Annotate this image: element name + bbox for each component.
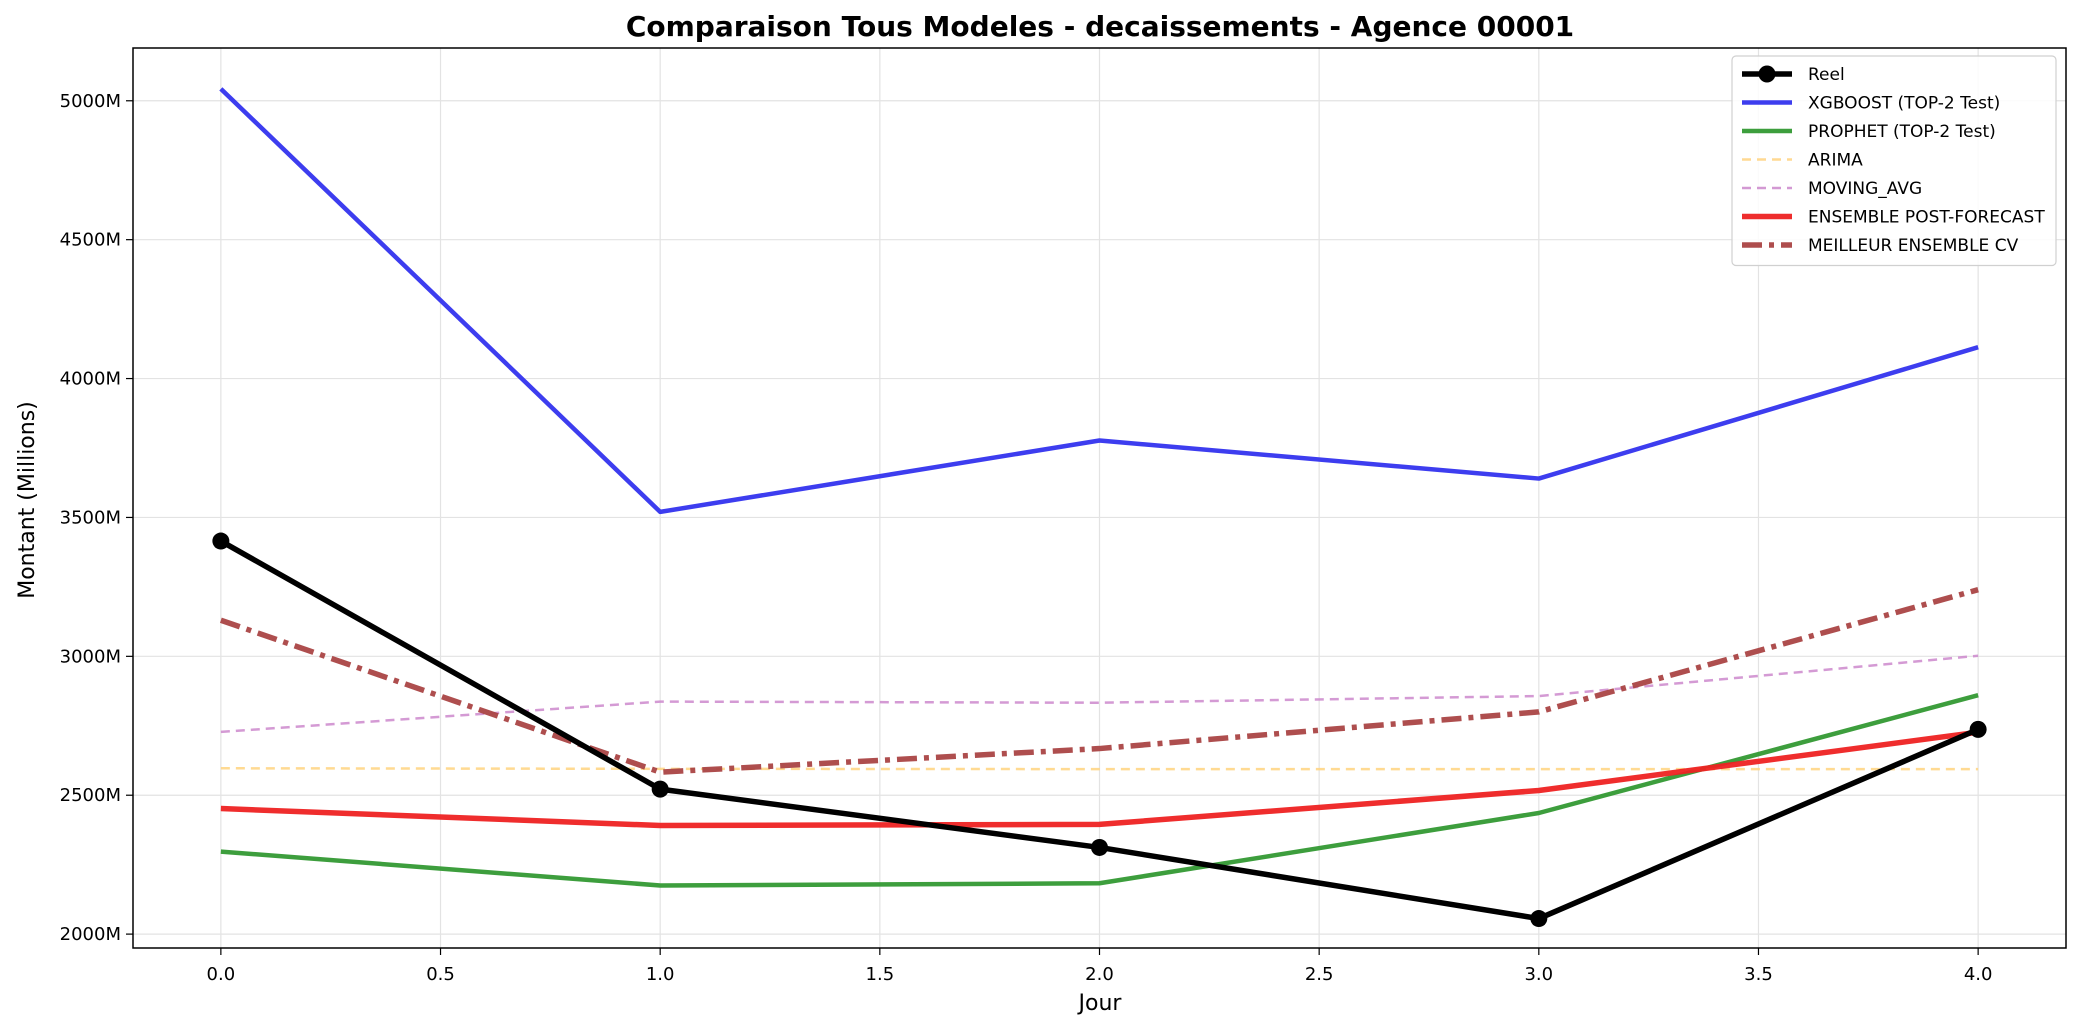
y-tick-label: 3000M xyxy=(60,646,121,667)
legend-label: ENSEMBLE POST-FORECAST xyxy=(1808,208,2045,228)
x-tick-label: 1.0 xyxy=(646,964,675,985)
x-tick-label: 3.5 xyxy=(1744,964,1773,985)
x-tick-label: 4.0 xyxy=(1964,964,1993,985)
reel-data-point xyxy=(1969,720,1987,738)
legend-label: MEILLEUR ENSEMBLE CV xyxy=(1808,236,2019,256)
x-tick-label: 3.0 xyxy=(1524,964,1553,985)
legend-box xyxy=(1731,55,2057,267)
legend: Reel XGBOOST (TOP-2 Test) PROPHET (TOP-2 T… xyxy=(1731,55,2057,267)
reel-data-point xyxy=(1091,838,1108,856)
legend-label: PROPHET (TOP-2 Test) xyxy=(1808,122,1996,142)
x-tick-label: 2.5 xyxy=(1305,964,1334,985)
series-line-meilleur-ensemble-cv xyxy=(219,587,1979,775)
reel-data-point xyxy=(651,780,669,798)
y-tick-label: 4000M xyxy=(60,369,121,390)
legend-marker xyxy=(1758,65,1776,83)
x-axis-label: Jour xyxy=(1077,991,1123,1016)
x-tick-label: 0.0 xyxy=(207,964,236,985)
series-line-xgboost-top-2-test xyxy=(219,87,1979,515)
legend-label: MOVING_AVG xyxy=(1808,179,1922,199)
series-line-arima xyxy=(220,767,1979,771)
axis-ticks: 0.0 0.5 1.0 1.5 2.0 2.5 3.0 3.5 4.0 2000M 2500M 300… xyxy=(60,91,1993,985)
y-tick-label: 3500M xyxy=(60,507,121,528)
x-tick-label: 0.5 xyxy=(426,964,455,985)
legend-label: XGBOOST (TOP-2 Test) xyxy=(1808,94,2000,114)
y-tick-label: 4500M xyxy=(60,230,121,251)
y-tick-label: 2500M xyxy=(60,785,121,806)
y-tick-label: 2000M xyxy=(60,924,121,945)
series-line-ensemble-post-forecast xyxy=(220,729,1979,829)
plot-series xyxy=(212,87,1987,928)
x-tick-label: 2.0 xyxy=(1085,964,1114,985)
reel-data-point xyxy=(212,532,230,550)
legend-label: Reel xyxy=(1808,65,1845,85)
chart-title: Comparaison Tous Modeles - decaissements… xyxy=(626,10,1574,43)
series-line-moving-avg xyxy=(220,654,1979,734)
y-tick-label: 5000M xyxy=(60,91,121,112)
y-axis-label: Montant (Millions) xyxy=(15,401,40,599)
legend-label: ARIMA xyxy=(1808,151,1863,171)
reel-data-point xyxy=(1530,910,1548,928)
x-tick-label: 1.5 xyxy=(866,964,895,985)
